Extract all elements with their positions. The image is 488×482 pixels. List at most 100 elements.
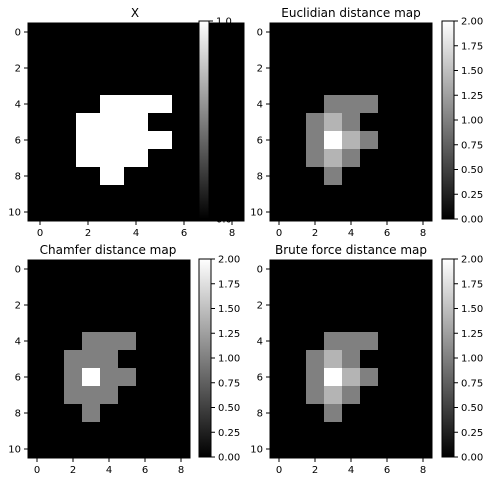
heatmap-cell — [378, 332, 397, 351]
heatmap-cell — [396, 77, 415, 96]
heatmap-cell — [100, 440, 119, 459]
x-tick-label: 6 — [384, 465, 390, 476]
heatmap-cell — [220, 59, 245, 78]
colorbar-ticks: 0.00 0.25 0.50 0.75 1.00 1.25 1.50 1.75 2.00 — [454, 17, 483, 226]
heatmap-cell — [118, 278, 137, 297]
heatmap-cell — [342, 404, 361, 423]
heatmap-cell — [154, 350, 173, 369]
heatmap-cell — [154, 332, 173, 351]
colorbar-tick-label: 0.50 — [461, 165, 483, 176]
y-ticks: 0 2 4 6 8 10 — [8, 265, 28, 456]
heatmap-cell — [288, 131, 307, 150]
panel-title: Euclidian distance map — [281, 6, 421, 20]
heatmap-cell — [378, 422, 397, 441]
heatmap-cell — [360, 41, 379, 60]
heatmap-cell — [306, 113, 325, 132]
heatmap-cell — [342, 440, 361, 459]
heatmap-cell — [270, 95, 289, 114]
heatmap-cell — [28, 278, 47, 297]
heatmap-cell — [82, 350, 101, 369]
heatmap-cell — [172, 386, 191, 405]
heatmap-cell — [220, 23, 245, 42]
heatmap-cell — [52, 41, 77, 60]
heatmap-cell — [100, 314, 119, 333]
colorbar-ticks: 0.00 0.25 0.50 0.75 1.00 1.25 1.50 1.75 2.00 — [211, 255, 240, 464]
heatmap-cell — [378, 260, 397, 279]
heatmap-cells — [270, 23, 433, 222]
y-tick-label: 8 — [15, 409, 21, 420]
heatmap-cell — [396, 368, 415, 387]
heatmap-cell — [324, 404, 343, 423]
heatmap-cell — [396, 95, 415, 114]
heatmap-cell — [414, 296, 433, 315]
x-ticks: 0 2 4 6 8 — [276, 458, 426, 476]
heatmap-cell — [46, 314, 65, 333]
panel-brute-force: Brute force distance map 0 2 4 6 8 10 0 2 4 6 8 0… — [250, 243, 483, 476]
colorbar-tick-label: 1.25 — [461, 329, 483, 340]
y-ticks: 0 2 4 6 8 10 — [250, 265, 270, 456]
heatmap-cell — [28, 350, 47, 369]
heatmap-cell — [136, 260, 155, 279]
colorbar-tick-label: 1.00 — [218, 354, 240, 365]
heatmap-cell — [360, 185, 379, 204]
heatmap-cell — [28, 77, 53, 96]
heatmap-cell — [378, 314, 397, 333]
heatmap-cell — [324, 23, 343, 42]
heatmap-cell — [28, 260, 47, 279]
heatmap-cell — [172, 314, 191, 333]
heatmap-cell — [172, 59, 197, 78]
heatmap-cell — [28, 23, 53, 42]
heatmap-cell — [124, 149, 149, 168]
heatmap-cell — [148, 131, 173, 150]
heatmap-cell — [136, 422, 155, 441]
heatmap-cell — [124, 95, 149, 114]
x-tick-label: 8 — [178, 465, 184, 476]
y-tick-label: 10 — [8, 445, 21, 456]
heatmap-cell — [220, 149, 245, 168]
heatmap-cell — [100, 59, 125, 78]
heatmap-cell — [100, 422, 119, 441]
heatmap-cell — [28, 386, 47, 405]
heatmap-cell — [46, 404, 65, 423]
heatmap-cell — [306, 77, 325, 96]
heatmap-cell — [148, 167, 173, 186]
heatmap-cell — [64, 314, 83, 333]
colorbar-tick-label: 1.25 — [461, 91, 483, 102]
heatmap-cell — [172, 131, 197, 150]
heatmap-cell — [378, 95, 397, 114]
heatmap-cell — [396, 278, 415, 297]
heatmap-cell — [136, 440, 155, 459]
heatmap-cell — [378, 59, 397, 78]
heatmap-cells — [270, 260, 433, 459]
y-tick-label: 10 — [8, 208, 21, 219]
heatmap-cell — [360, 149, 379, 168]
heatmap-cell — [270, 185, 289, 204]
colorbar-tick-label: 0.6 — [216, 96, 232, 107]
colorbar — [441, 20, 455, 220]
heatmap-cell — [342, 59, 361, 78]
heatmap-cell — [82, 368, 101, 387]
heatmap-cell — [148, 185, 173, 204]
colorbar-tick-label: 1.75 — [218, 279, 240, 290]
heatmap-cell — [288, 23, 307, 42]
heatmap-cell — [28, 185, 53, 204]
heatmap-cell — [270, 350, 289, 369]
heatmap-cell — [28, 59, 53, 78]
heatmap-cell — [360, 260, 379, 279]
heatmap-cell — [396, 23, 415, 42]
heatmap-cell — [378, 131, 397, 150]
heatmap-cell — [360, 77, 379, 96]
heatmap-cell — [172, 350, 191, 369]
heatmap-cell — [414, 260, 433, 279]
heatmap-cell — [100, 260, 119, 279]
heatmap-cell — [288, 422, 307, 441]
heatmap-cell — [64, 440, 83, 459]
heatmap-cell — [396, 314, 415, 333]
heatmap-cell — [306, 131, 325, 150]
heatmap-cell — [378, 350, 397, 369]
heatmap-cell — [414, 314, 433, 333]
heatmap-cell — [414, 350, 433, 369]
heatmap-cell — [288, 185, 307, 204]
heatmap-cell — [76, 113, 101, 132]
heatmap-cell — [306, 59, 325, 78]
